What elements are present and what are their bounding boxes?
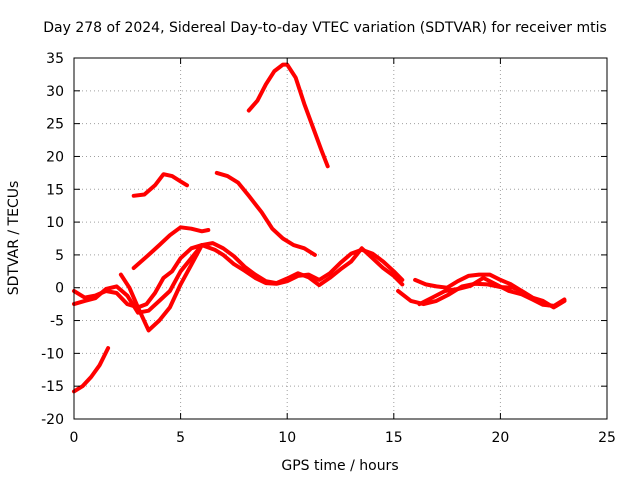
y-axis-label: SDTVAR / TECUs [6,181,22,296]
y-tick-label: 20 [46,149,64,165]
series-line-pass-k [417,275,567,309]
series-line-pass-c [72,241,405,315]
x-tick-label: 25 [598,430,616,446]
y-tick-label: -5 [50,314,64,330]
y-tick-label: 35 [46,51,64,67]
y-tick-label: 25 [46,117,64,133]
x-tick-label: 20 [491,430,509,446]
x-tick-label: 5 [176,430,185,446]
y-tick-label: -10 [41,346,64,362]
x-axis-label: GPS time / hours [281,458,398,474]
series-line-pass-a [72,346,111,394]
y-tick-label: -20 [41,412,64,428]
y-tick-label: 15 [46,182,64,198]
plot-frame [73,57,608,420]
tick-layer: 0 5 10 15 20 25 -20 -15 -10 -5 0 5 10 15 20 25 30 35 [41,51,616,446]
series-line-pass-h [246,62,330,169]
chart-title: Day 278 of 2024, Sidereal Day-to-day VTE… [43,20,607,36]
x-tick-label: 15 [385,430,403,446]
x-tick-label: 0 [70,430,79,446]
y-tick-label: -15 [41,379,64,395]
y-tick-label: 10 [46,215,64,231]
y-tick-label: 5 [55,248,64,264]
series-line-pass-d [118,243,204,333]
series-line-pass-f [131,172,189,198]
grid-layer [74,58,607,419]
y-tick-label: 30 [46,84,64,100]
series-line-pass-g [214,170,317,257]
series-line-pass-b [72,243,405,310]
series-line-pass-e [131,225,211,270]
x-tick-label: 10 [278,430,296,446]
y-tick-label: 0 [55,281,64,297]
series-layer [72,62,567,394]
